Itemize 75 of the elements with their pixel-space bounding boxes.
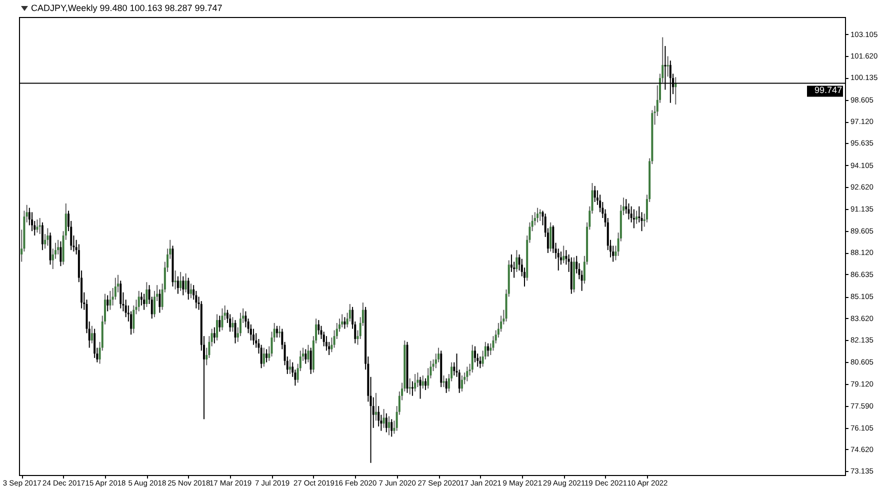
- candlestick: [41, 222, 44, 251]
- candlestick: [57, 239, 60, 255]
- candlestick: [419, 376, 422, 400]
- candlestick: [184, 272, 187, 293]
- candlestick: [190, 283, 192, 299]
- candlestick: [666, 56, 669, 78]
- candlestick: [94, 328, 96, 358]
- candlestick: [229, 314, 232, 332]
- candlestick: [408, 378, 411, 395]
- candlestick: [174, 270, 176, 290]
- candlestick: [38, 218, 41, 235]
- candlestick: [182, 276, 184, 296]
- candlestick: [471, 344, 474, 374]
- candlestick: [388, 416, 390, 436]
- candlestick: [109, 290, 112, 310]
- candlestick: [636, 210, 638, 224]
- candlestick: [414, 373, 416, 392]
- candlestick: [411, 380, 414, 396]
- candlestick: [266, 348, 268, 363]
- candlestick: [460, 374, 463, 392]
- candlestick: [106, 294, 109, 312]
- candlestick: [187, 277, 190, 300]
- candlestick: [146, 282, 148, 308]
- candlestick: [628, 202, 630, 220]
- candlestick: [120, 280, 122, 309]
- candlestick: [516, 250, 518, 272]
- candlestick: [31, 212, 34, 232]
- candlestick: [562, 245, 565, 264]
- candlestick: [262, 347, 265, 368]
- candlestick: [632, 208, 635, 229]
- candlestick: [674, 76, 677, 106]
- candlestick: [278, 325, 281, 338]
- candlestick: [60, 240, 62, 267]
- candlestick: [232, 316, 234, 332]
- candlestick: [221, 308, 224, 331]
- candlestick: [390, 418, 393, 438]
- ref-line-label: 99.747: [814, 85, 842, 96]
- candlestick: [424, 378, 426, 391]
- candlestick: [180, 271, 182, 292]
- candlestick: [466, 366, 468, 382]
- candlestick: [318, 320, 320, 336]
- candlestick: [140, 292, 142, 306]
- candlestick: [341, 314, 344, 328]
- candlestick: [90, 325, 93, 344]
- candlestick: [234, 320, 236, 344]
- candlestick: [539, 208, 542, 222]
- candlestick: [288, 358, 291, 374]
- candlestick: [479, 356, 482, 369]
- candlestick: [46, 228, 49, 246]
- candlestick: [378, 406, 380, 427]
- candlestick: [382, 408, 385, 428]
- candlestick: [385, 412, 388, 433]
- candlestick: [445, 378, 448, 394]
- candlestick: [344, 316, 346, 330]
- candlestick: [304, 348, 307, 364]
- candlestick: [374, 392, 377, 422]
- chart-title: CADJPY,Weekly 99.480 100.163 98.287 99.747: [31, 3, 222, 13]
- candlestick: [550, 222, 552, 252]
- candlestick: [487, 342, 490, 357]
- candlestick: [252, 328, 255, 346]
- candlestick: [276, 325, 278, 338]
- candlestick: [218, 315, 221, 332]
- candlestick: [143, 293, 146, 310]
- candlestick: [422, 374, 424, 390]
- candlestick: [176, 276, 179, 294]
- candlestick: [138, 290, 140, 312]
- candlestick: [325, 336, 328, 352]
- candlestick: [307, 344, 310, 363]
- candlestick: [474, 346, 476, 363]
- candlestick: [216, 314, 218, 341]
- candlestick: [594, 185, 596, 202]
- candlestick: [158, 288, 161, 314]
- candlestick: [213, 326, 216, 344]
- candlestick: [310, 347, 312, 374]
- candlestick: [536, 207, 539, 223]
